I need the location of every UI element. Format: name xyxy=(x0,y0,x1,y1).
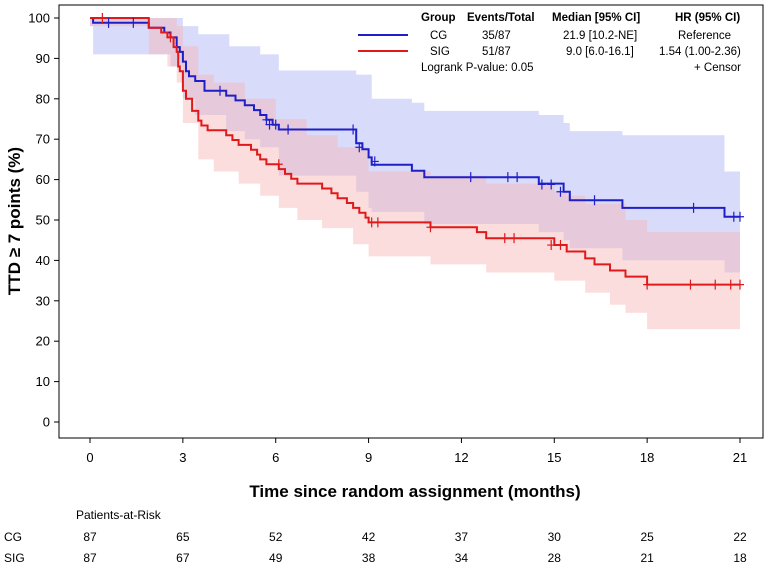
risk-value-sig: 38 xyxy=(362,551,376,565)
legend-censor: + Censor xyxy=(694,62,741,74)
censor-mark-sig xyxy=(547,240,556,251)
ci-band-cg xyxy=(90,18,740,273)
risk-value-cg: 25 xyxy=(640,530,654,544)
censor-mark-sig xyxy=(643,279,652,290)
censor-mark-sig xyxy=(686,279,695,290)
censor-mark-cg xyxy=(129,17,138,28)
y-axis-label: TTD ≥ 7 points (%) xyxy=(5,147,24,295)
risk-table-title: Patients-at-Risk xyxy=(76,508,162,522)
censor-mark-sig xyxy=(510,233,519,244)
legend-median-cg: 21.9 [10.2-NE] xyxy=(563,30,637,42)
x-tick-label: 12 xyxy=(454,450,468,465)
risk-value-sig: 87 xyxy=(83,551,97,565)
x-axis-label: Time since random assignment (months) xyxy=(249,482,580,501)
legend-hr-cg: Reference xyxy=(678,30,731,42)
y-tick-label: 80 xyxy=(36,91,50,106)
risk-value-sig: 18 xyxy=(733,551,747,565)
y-tick-label: 40 xyxy=(36,253,50,268)
x-tick-label: 21 xyxy=(733,450,747,465)
x-tick-label: 18 xyxy=(640,450,654,465)
censor-mark-cg xyxy=(104,17,113,28)
censor-mark-sig xyxy=(373,217,382,228)
legend-events-cg: 35/87 xyxy=(482,30,511,42)
risk-label-cg: CG xyxy=(4,530,22,544)
censor-mark-sig xyxy=(274,159,283,170)
censor-marks xyxy=(98,13,744,290)
x-tick-label: 9 xyxy=(365,450,372,465)
y-tick-label: 20 xyxy=(36,334,50,349)
censor-mark-cg xyxy=(271,119,280,130)
risk-value-cg: 42 xyxy=(362,530,376,544)
legend-header-events: Events/Total xyxy=(467,12,535,24)
censor-mark-cg xyxy=(547,179,556,190)
legend-hr-sig: 1.54 (1.00-2.36) xyxy=(659,46,741,58)
legend: Group Events/Total Median [95% CI] HR (9… xyxy=(358,12,741,74)
x-tick-label: 15 xyxy=(547,450,561,465)
censor-mark-cg xyxy=(736,211,744,222)
legend-group-sig: SIG xyxy=(430,46,450,58)
censor-mark-cg xyxy=(537,179,546,190)
censor-mark-sig xyxy=(500,233,509,244)
censor-mark-cg xyxy=(590,195,599,206)
censor-mark-sig xyxy=(426,222,435,233)
risk-value-sig: 21 xyxy=(640,551,654,565)
y-tick-label: 50 xyxy=(36,213,50,228)
censor-mark-sig xyxy=(736,279,744,290)
censor-mark-cg xyxy=(556,186,565,197)
censor-mark-cg xyxy=(503,172,512,183)
censor-mark-cg xyxy=(466,172,475,183)
risk-value-cg: 87 xyxy=(83,530,97,544)
y-tick-label: 70 xyxy=(36,132,50,147)
risk-value-cg: 52 xyxy=(269,530,283,544)
km-curve-sig xyxy=(90,17,740,286)
censor-mark-cg xyxy=(689,202,698,213)
legend-header-group: Group xyxy=(421,12,456,24)
legend-header-median: Median [95% CI] xyxy=(552,12,640,24)
y-tick-label: 90 xyxy=(36,51,50,66)
y-tick-label: 10 xyxy=(36,374,50,389)
risk-value-cg: 22 xyxy=(733,530,747,544)
risk-value-sig: 28 xyxy=(548,551,562,565)
risk-label-sig: SIG xyxy=(4,551,25,565)
censor-mark-cg xyxy=(349,124,358,135)
censor-mark-cg xyxy=(216,85,224,96)
censor-mark-cg xyxy=(355,142,364,153)
risk-value-sig: 67 xyxy=(176,551,190,565)
risk-value-cg: 65 xyxy=(176,530,190,544)
y-tick-label: 60 xyxy=(36,172,50,187)
confidence-bands xyxy=(90,18,740,330)
y-tick-label: 100 xyxy=(28,11,50,26)
legend-header-hr: HR (95% CI) xyxy=(675,12,740,24)
censor-mark-cg xyxy=(370,156,379,167)
legend-events-sig: 51/87 xyxy=(482,46,511,58)
censor-mark-cg xyxy=(284,124,293,135)
legend-logrank: Logrank P-value: 0.05 xyxy=(421,62,534,74)
risk-table: Patients-at-Risk CG SIG 87 65 52 42 37 30 25 22… xyxy=(4,508,747,565)
x-tick-label: 3 xyxy=(179,450,186,465)
risk-value-sig: 34 xyxy=(455,551,469,565)
censor-mark-cg xyxy=(513,172,522,183)
x-tick-label: 6 xyxy=(272,450,279,465)
x-axis: 0 3 6 9 12 15 18 21 xyxy=(86,438,747,465)
legend-group-cg: CG xyxy=(430,30,447,42)
censor-mark-sig xyxy=(711,279,720,290)
y-axis: 0 10 20 30 40 50 60 70 80 90 100 xyxy=(28,11,59,430)
legend-median-sig: 9.0 [6.0-16.1] xyxy=(566,46,634,58)
censor-mark-sig xyxy=(166,32,175,43)
y-tick-label: 0 xyxy=(43,415,50,430)
censor-mark-sig xyxy=(726,279,735,290)
censor-mark-sig xyxy=(98,13,107,23)
y-tick-label: 30 xyxy=(36,293,50,308)
risk-value-cg: 37 xyxy=(455,530,469,544)
plot-frame xyxy=(58,4,764,439)
censor-mark-sig xyxy=(556,240,565,251)
risk-value-cg: 30 xyxy=(548,530,562,544)
risk-value-sig: 49 xyxy=(269,551,283,565)
x-tick-label: 0 xyxy=(86,450,93,465)
